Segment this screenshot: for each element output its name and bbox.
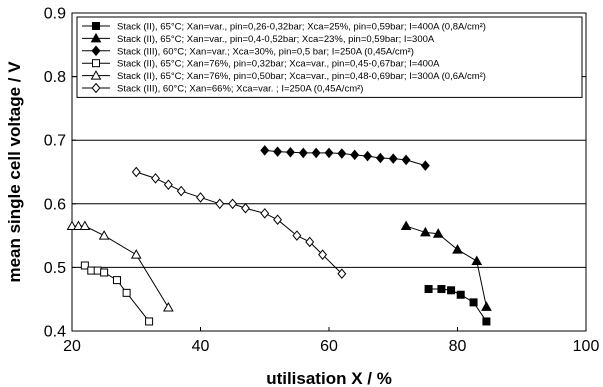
legend-marker	[90, 70, 102, 80]
data-point	[311, 147, 321, 159]
data-point	[241, 202, 250, 214]
data-point	[100, 268, 109, 277]
y-tick-label: 0.8	[44, 69, 66, 86]
data-point	[420, 160, 430, 171]
data-point	[375, 152, 385, 164]
series-6	[131, 166, 347, 280]
legend-item: Stack (II), 65°C; Xan=var., pin=0,26-0,3…	[82, 22, 486, 33]
series-1	[424, 285, 491, 326]
data-point	[305, 236, 315, 248]
data-point	[176, 185, 186, 197]
legend-box	[76, 16, 583, 98]
data-point	[163, 179, 173, 190]
legend-marker	[92, 22, 100, 30]
legend-item: Stack (II), 65°C; Xan=var., pin=0,4-0,52…	[82, 32, 435, 45]
data-point	[481, 301, 492, 311]
data-point	[401, 154, 411, 166]
series-5	[66, 220, 174, 312]
series-4	[80, 261, 154, 326]
x-tick-label: 100	[573, 338, 600, 355]
data-point	[324, 147, 334, 159]
data-point	[66, 220, 78, 231]
legend-item: Stack (III), 60°C; Xan=var.; Xca=30%, pi…	[82, 45, 414, 57]
data-point	[196, 192, 205, 203]
series-layer	[66, 145, 492, 326]
data-point	[292, 230, 302, 241]
data-point	[469, 298, 478, 307]
data-point	[432, 228, 444, 238]
legend-label: Stack (II), 65°C; Xan=var., pin=0,26-0,3…	[117, 22, 486, 33]
data-point	[130, 249, 142, 259]
legend-item: Stack (II), 65°C; Xan=76%, pin=0,32bar; …	[82, 59, 440, 70]
x-tick-label: 20	[63, 338, 81, 355]
data-point	[456, 290, 465, 299]
series-3	[260, 145, 430, 171]
data-point	[73, 220, 84, 231]
data-point	[273, 214, 283, 225]
data-point	[452, 244, 463, 254]
legend-label: Stack (II), 65°C; Xan=76%, pin=0,50bar; …	[117, 71, 486, 82]
legend-label: Stack (II), 65°C; Xan=76%, pin=0,32bar; …	[117, 59, 440, 70]
legend-label: Stack (II), 65°C; Xan=var., pin=0,4-0,52…	[117, 34, 435, 45]
data-point	[151, 173, 160, 184]
data-point	[420, 226, 431, 237]
data-point	[131, 166, 141, 178]
y-tick-label: 0.5	[44, 260, 66, 277]
legend: Stack (II), 65°C; Xan=var., pin=0,26-0,3…	[76, 16, 583, 98]
legend-label: Stack (III), 60°C; Xan=66%; Xca=var. ; I…	[117, 84, 363, 95]
data-point	[273, 146, 283, 157]
data-point	[437, 285, 446, 294]
data-point	[482, 317, 491, 326]
data-point	[163, 301, 174, 312]
data-point	[122, 288, 131, 297]
legend-item: Stack (II), 65°C; Xan=76%, pin=0,50bar; …	[82, 70, 486, 82]
data-point	[350, 149, 360, 161]
data-point	[447, 286, 456, 295]
legend-marker	[91, 82, 101, 94]
y-tick-label: 0.6	[44, 196, 66, 213]
data-point	[388, 153, 398, 164]
data-point	[285, 147, 295, 158]
x-axis-title: utilisation X / %	[266, 369, 392, 387]
y-tick-label: 0.4	[44, 324, 66, 341]
data-point	[145, 317, 154, 326]
legend-item: Stack (III), 60°C; Xan=66%; Xca=var. ; I…	[82, 82, 363, 95]
data-point	[260, 145, 270, 156]
data-point	[424, 285, 433, 294]
x-tick-label: 60	[320, 338, 338, 355]
x-tick-label: 40	[192, 338, 210, 355]
data-point	[298, 147, 308, 159]
legend-marker	[91, 45, 101, 57]
data-point	[471, 255, 483, 266]
data-point	[228, 198, 238, 210]
data-point	[363, 150, 373, 162]
y-tick-label: 0.7	[44, 133, 66, 150]
legend-label: Stack (III), 60°C; Xan=var.; Xca=30%, pi…	[117, 46, 414, 57]
y-axis-title: mean single cell voltage / V	[5, 61, 24, 283]
axis-ticks: 0.4 0.5 0.6 0.7 0.8 0.9 20 40 60 80 100	[44, 6, 600, 356]
data-point	[79, 220, 91, 231]
data-point	[318, 249, 328, 260]
y-tick-label: 0.9	[44, 6, 66, 23]
data-point	[260, 208, 270, 219]
legend-marker	[90, 32, 102, 43]
data-point	[112, 276, 121, 285]
data-point	[337, 268, 347, 280]
data-point	[215, 198, 225, 210]
data-point	[400, 220, 412, 231]
data-point	[98, 230, 110, 240]
legend-marker	[92, 59, 100, 68]
data-point	[337, 148, 347, 159]
data-point	[80, 261, 89, 270]
grid-lines	[72, 76, 586, 268]
x-tick-label: 80	[449, 338, 467, 355]
series-line	[405, 225, 487, 307]
series-2	[400, 220, 492, 311]
